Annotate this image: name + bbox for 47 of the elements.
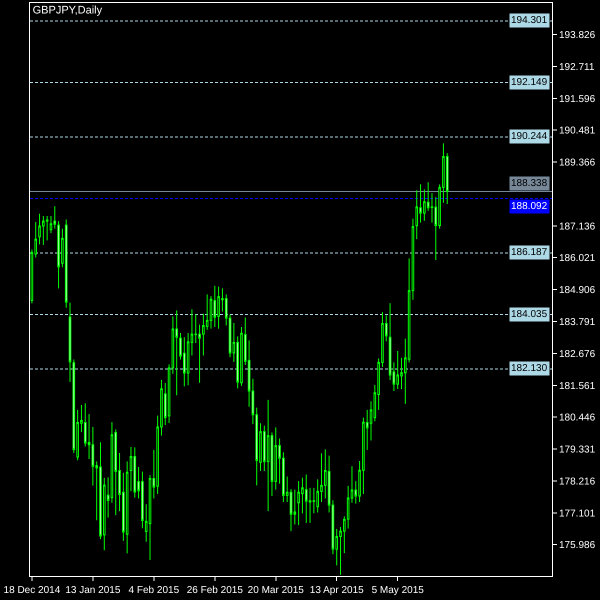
x-tick-label: 5 May 2015	[372, 585, 424, 596]
x-tick-label: 4 Feb 2015	[128, 585, 180, 596]
x-tick-label: 13 Jan 2015	[65, 585, 121, 596]
candlestick	[217, 286, 220, 330]
ref-line-label: 188.092	[511, 201, 548, 212]
ref-line-label: 182.130	[511, 363, 548, 374]
candlestick	[266, 399, 270, 512]
ref-line-label: 190.244	[511, 131, 548, 142]
y-tick-label: 193.826	[559, 30, 596, 42]
candlestick	[42, 216, 45, 246]
y-tick-label: 179.331	[559, 444, 596, 456]
ref-line-label: 194.301	[511, 15, 548, 26]
candlestick	[141, 471, 144, 529]
ref-line-label: 184.035	[511, 309, 548, 320]
x-tick-label: 20 Mar 2015	[248, 585, 304, 596]
y-tick-label: 189.366	[559, 158, 596, 169]
y-tick-label: 190.481	[559, 126, 596, 137]
y-tick-label: 182.676	[559, 348, 596, 360]
y-tick-label: 184.906	[559, 285, 596, 296]
candlestick	[126, 460, 128, 554]
x-tick-label: 18 Dec 2014	[4, 585, 61, 596]
candlestick	[304, 474, 308, 524]
y-tick-label: 177.101	[559, 508, 596, 520]
y-tick-label: 180.446	[559, 412, 596, 424]
candlestick	[183, 336, 186, 387]
candlestick	[46, 216, 48, 241]
y-tick-label: 187.136	[559, 221, 596, 232]
candlestick	[297, 480, 300, 526]
y-tick-label: 178.216	[559, 476, 596, 488]
x-tick-label: 13 Apr 2015	[310, 585, 364, 596]
y-tick-label: 192.711	[559, 62, 595, 73]
x-tick-label: 26 Feb 2015	[186, 585, 244, 596]
ref-line-label: 188.338	[511, 178, 548, 189]
y-tick-label: 183.791	[559, 317, 596, 328]
ref-line-label: 186.187	[511, 247, 548, 258]
candlestick	[38, 213, 41, 245]
candlestick	[64, 218, 68, 308]
candlestick	[396, 350, 399, 390]
y-tick-label: 175.986	[559, 540, 596, 552]
candlestick	[133, 446, 136, 498]
candlestick	[214, 285, 216, 328]
y-tick-label: 181.561	[559, 380, 596, 392]
y-tick-label: 186.021	[559, 253, 596, 264]
candlestick	[175, 310, 178, 396]
chart-title: GBPJPY,Daily	[32, 4, 103, 17]
y-tick-label: 191.596	[559, 94, 596, 105]
ref-line-label: 192.149	[511, 77, 548, 88]
